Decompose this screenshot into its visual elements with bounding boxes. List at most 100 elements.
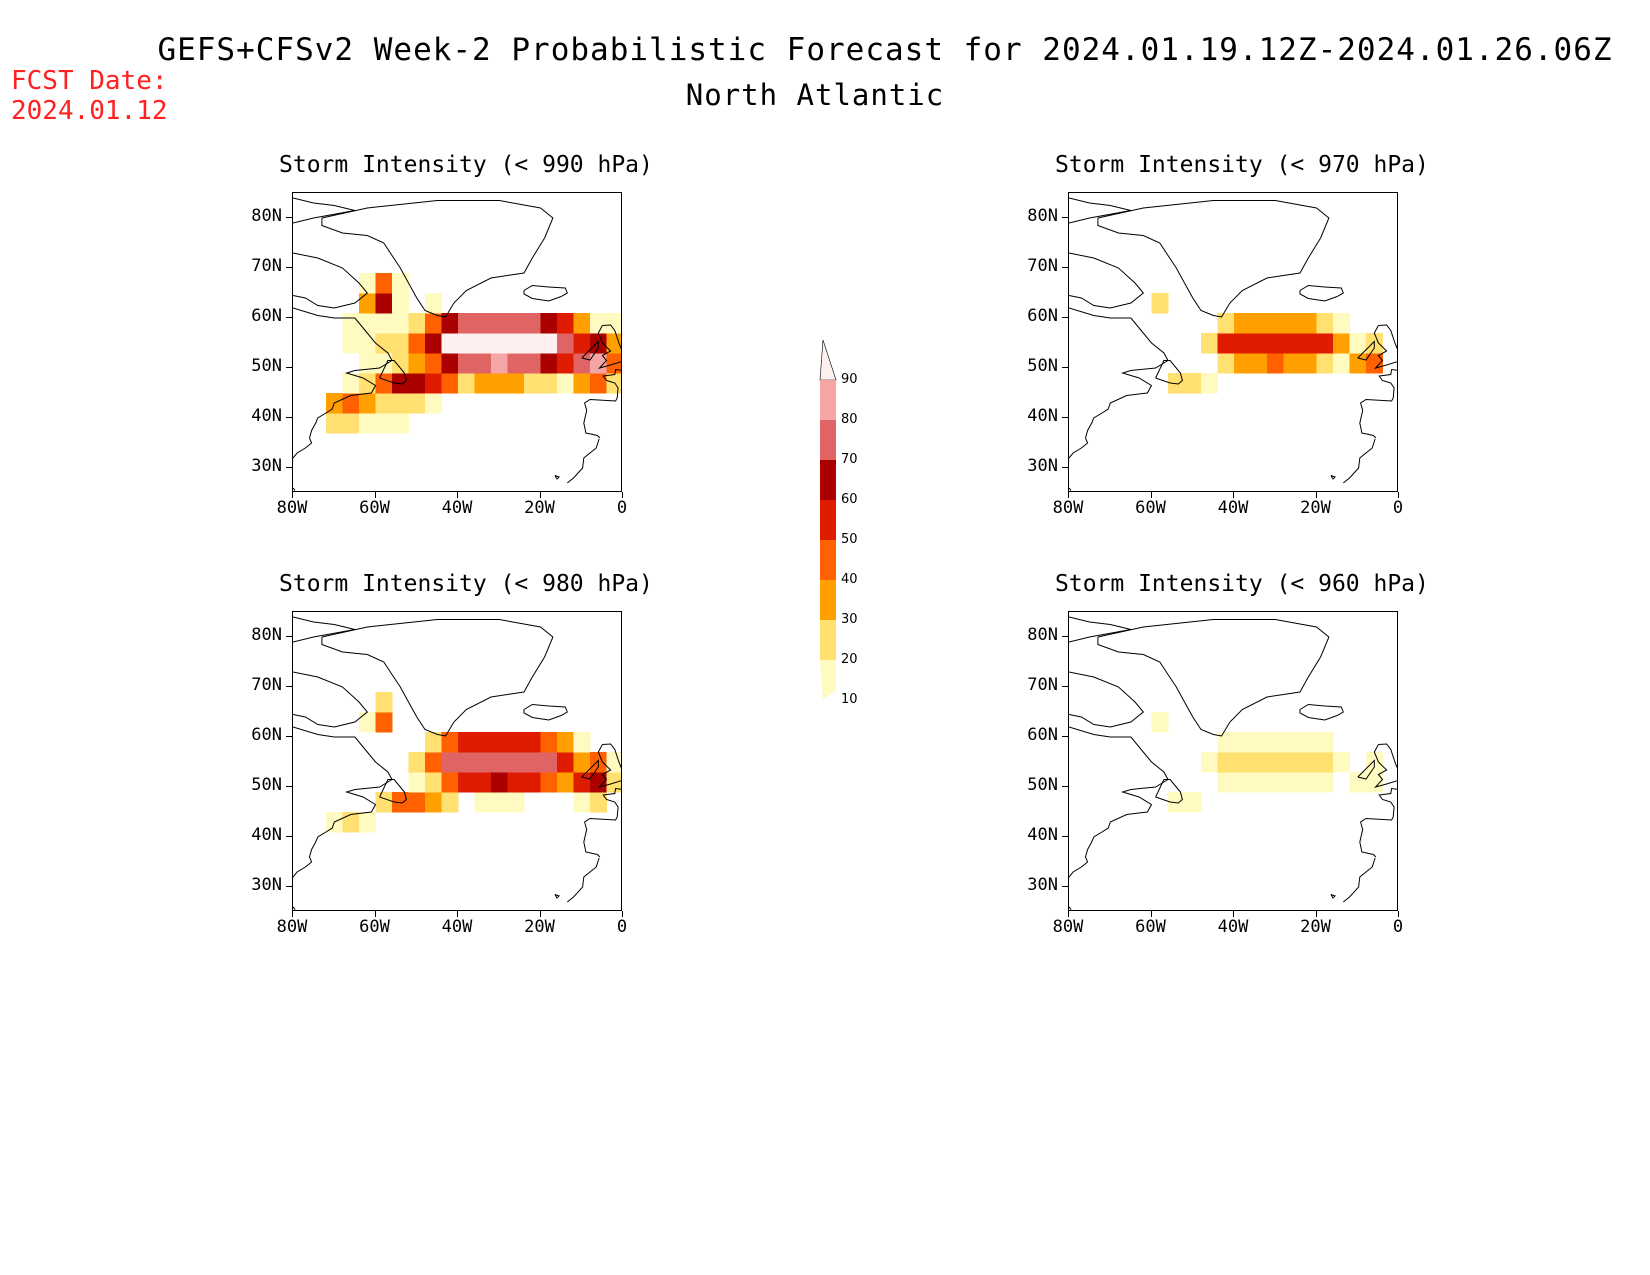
probability-cell xyxy=(590,353,607,374)
lon-tick-label: 0 xyxy=(616,917,628,937)
probability-cell xyxy=(1300,353,1317,374)
probability-cell xyxy=(524,373,541,394)
probability-cell xyxy=(474,752,492,773)
probability-cell xyxy=(392,413,409,434)
lat-tick xyxy=(286,836,292,837)
probability-cell xyxy=(1333,313,1350,334)
probability-cell xyxy=(573,752,591,773)
probability-cell xyxy=(1184,373,1202,394)
lon-tick xyxy=(374,911,376,917)
probability-cell xyxy=(441,752,459,773)
coastline xyxy=(581,340,599,361)
probability-cell xyxy=(1234,313,1251,334)
lon-tick-label: 0 xyxy=(616,498,628,518)
lon-tick xyxy=(1068,492,1069,498)
probability-cell xyxy=(1316,772,1334,793)
probability-cell xyxy=(474,313,492,334)
colorbar-label: 50 xyxy=(841,532,858,547)
colorbar-label: 70 xyxy=(841,452,858,467)
probability-cell xyxy=(425,353,442,374)
probability-cell xyxy=(474,333,492,354)
lon-tick xyxy=(1068,911,1069,917)
probability-cell xyxy=(1234,772,1251,793)
probability-cell xyxy=(1217,333,1235,354)
coastline xyxy=(1069,616,1132,643)
probability-cell xyxy=(1300,333,1317,354)
probability-cell xyxy=(1267,333,1284,354)
probability-cell xyxy=(1201,373,1218,394)
probability-cell xyxy=(342,373,360,394)
coastline xyxy=(1097,619,1330,737)
lon-tick xyxy=(1398,911,1399,917)
coastline xyxy=(293,252,369,309)
probability-cell xyxy=(507,792,525,813)
probability-cell xyxy=(342,812,360,833)
probability-cell xyxy=(557,353,574,374)
probability-cell xyxy=(342,333,360,354)
lat-tick xyxy=(1062,886,1068,887)
lat-tick-label: 80N xyxy=(1027,206,1058,226)
probability-cell xyxy=(1267,732,1284,753)
coastline xyxy=(1069,671,1145,728)
coastline xyxy=(321,619,554,737)
probability-cell xyxy=(342,413,360,434)
probability-cell xyxy=(375,792,393,813)
probability-cell xyxy=(458,732,475,753)
probability-cell xyxy=(1168,792,1185,813)
lon-tick-label: 40W xyxy=(441,498,473,518)
colorbar-segment xyxy=(820,540,836,580)
lat-tick-label: 50N xyxy=(1027,775,1058,795)
coastline xyxy=(1357,340,1375,361)
coastline xyxy=(1069,252,1145,309)
probability-cell xyxy=(392,393,409,414)
coastline xyxy=(379,360,407,385)
probability-cell xyxy=(359,712,376,733)
probability-cell xyxy=(507,752,525,773)
probability-cell xyxy=(408,373,426,394)
probability-cell xyxy=(408,313,426,334)
probability-cell xyxy=(573,732,591,753)
map-p970 xyxy=(1068,192,1398,492)
coastline xyxy=(583,787,621,858)
coastline xyxy=(583,368,621,439)
probability-cell xyxy=(590,313,607,334)
probability-cell xyxy=(408,752,426,773)
probability-cell xyxy=(375,393,393,414)
probability-cell xyxy=(606,752,621,773)
probability-cell xyxy=(491,772,508,793)
probability-cell xyxy=(1201,752,1218,773)
probability-cell xyxy=(1283,772,1301,793)
probability-cell xyxy=(524,732,541,753)
probability-cell xyxy=(441,333,459,354)
coastline xyxy=(566,857,600,903)
probability-cell xyxy=(1333,333,1350,354)
lat-tick-label: 80N xyxy=(251,206,282,226)
coastline xyxy=(1342,438,1376,484)
region-subtitle: North Atlantic xyxy=(685,78,945,112)
probability-cell xyxy=(590,792,607,813)
lon-tick xyxy=(1150,492,1152,498)
lat-tick xyxy=(1062,836,1068,837)
probability-cell xyxy=(342,393,360,414)
probability-cell xyxy=(1349,353,1367,374)
coastline xyxy=(1155,779,1183,804)
probability-cell xyxy=(1300,313,1317,334)
map-canvas-p970 xyxy=(1069,197,1397,491)
coastline xyxy=(597,324,621,369)
probability-cell xyxy=(441,373,459,394)
lat-tick xyxy=(286,217,292,218)
colorbar-segment xyxy=(820,500,836,540)
coastline xyxy=(1299,284,1344,302)
lat-tick-label: 60N xyxy=(1027,725,1058,745)
lat-tick xyxy=(1062,636,1068,637)
lon-tick-label: 60W xyxy=(1135,917,1166,937)
probability-cell xyxy=(491,353,508,374)
lat-tick xyxy=(1062,467,1068,468)
colorbar-segment xyxy=(820,620,836,660)
probability-cell xyxy=(1283,313,1301,334)
lon-tick xyxy=(374,492,376,498)
coastline xyxy=(293,487,296,491)
probability-cell xyxy=(441,792,459,813)
probability-cell xyxy=(507,333,525,354)
coastline xyxy=(523,703,568,721)
